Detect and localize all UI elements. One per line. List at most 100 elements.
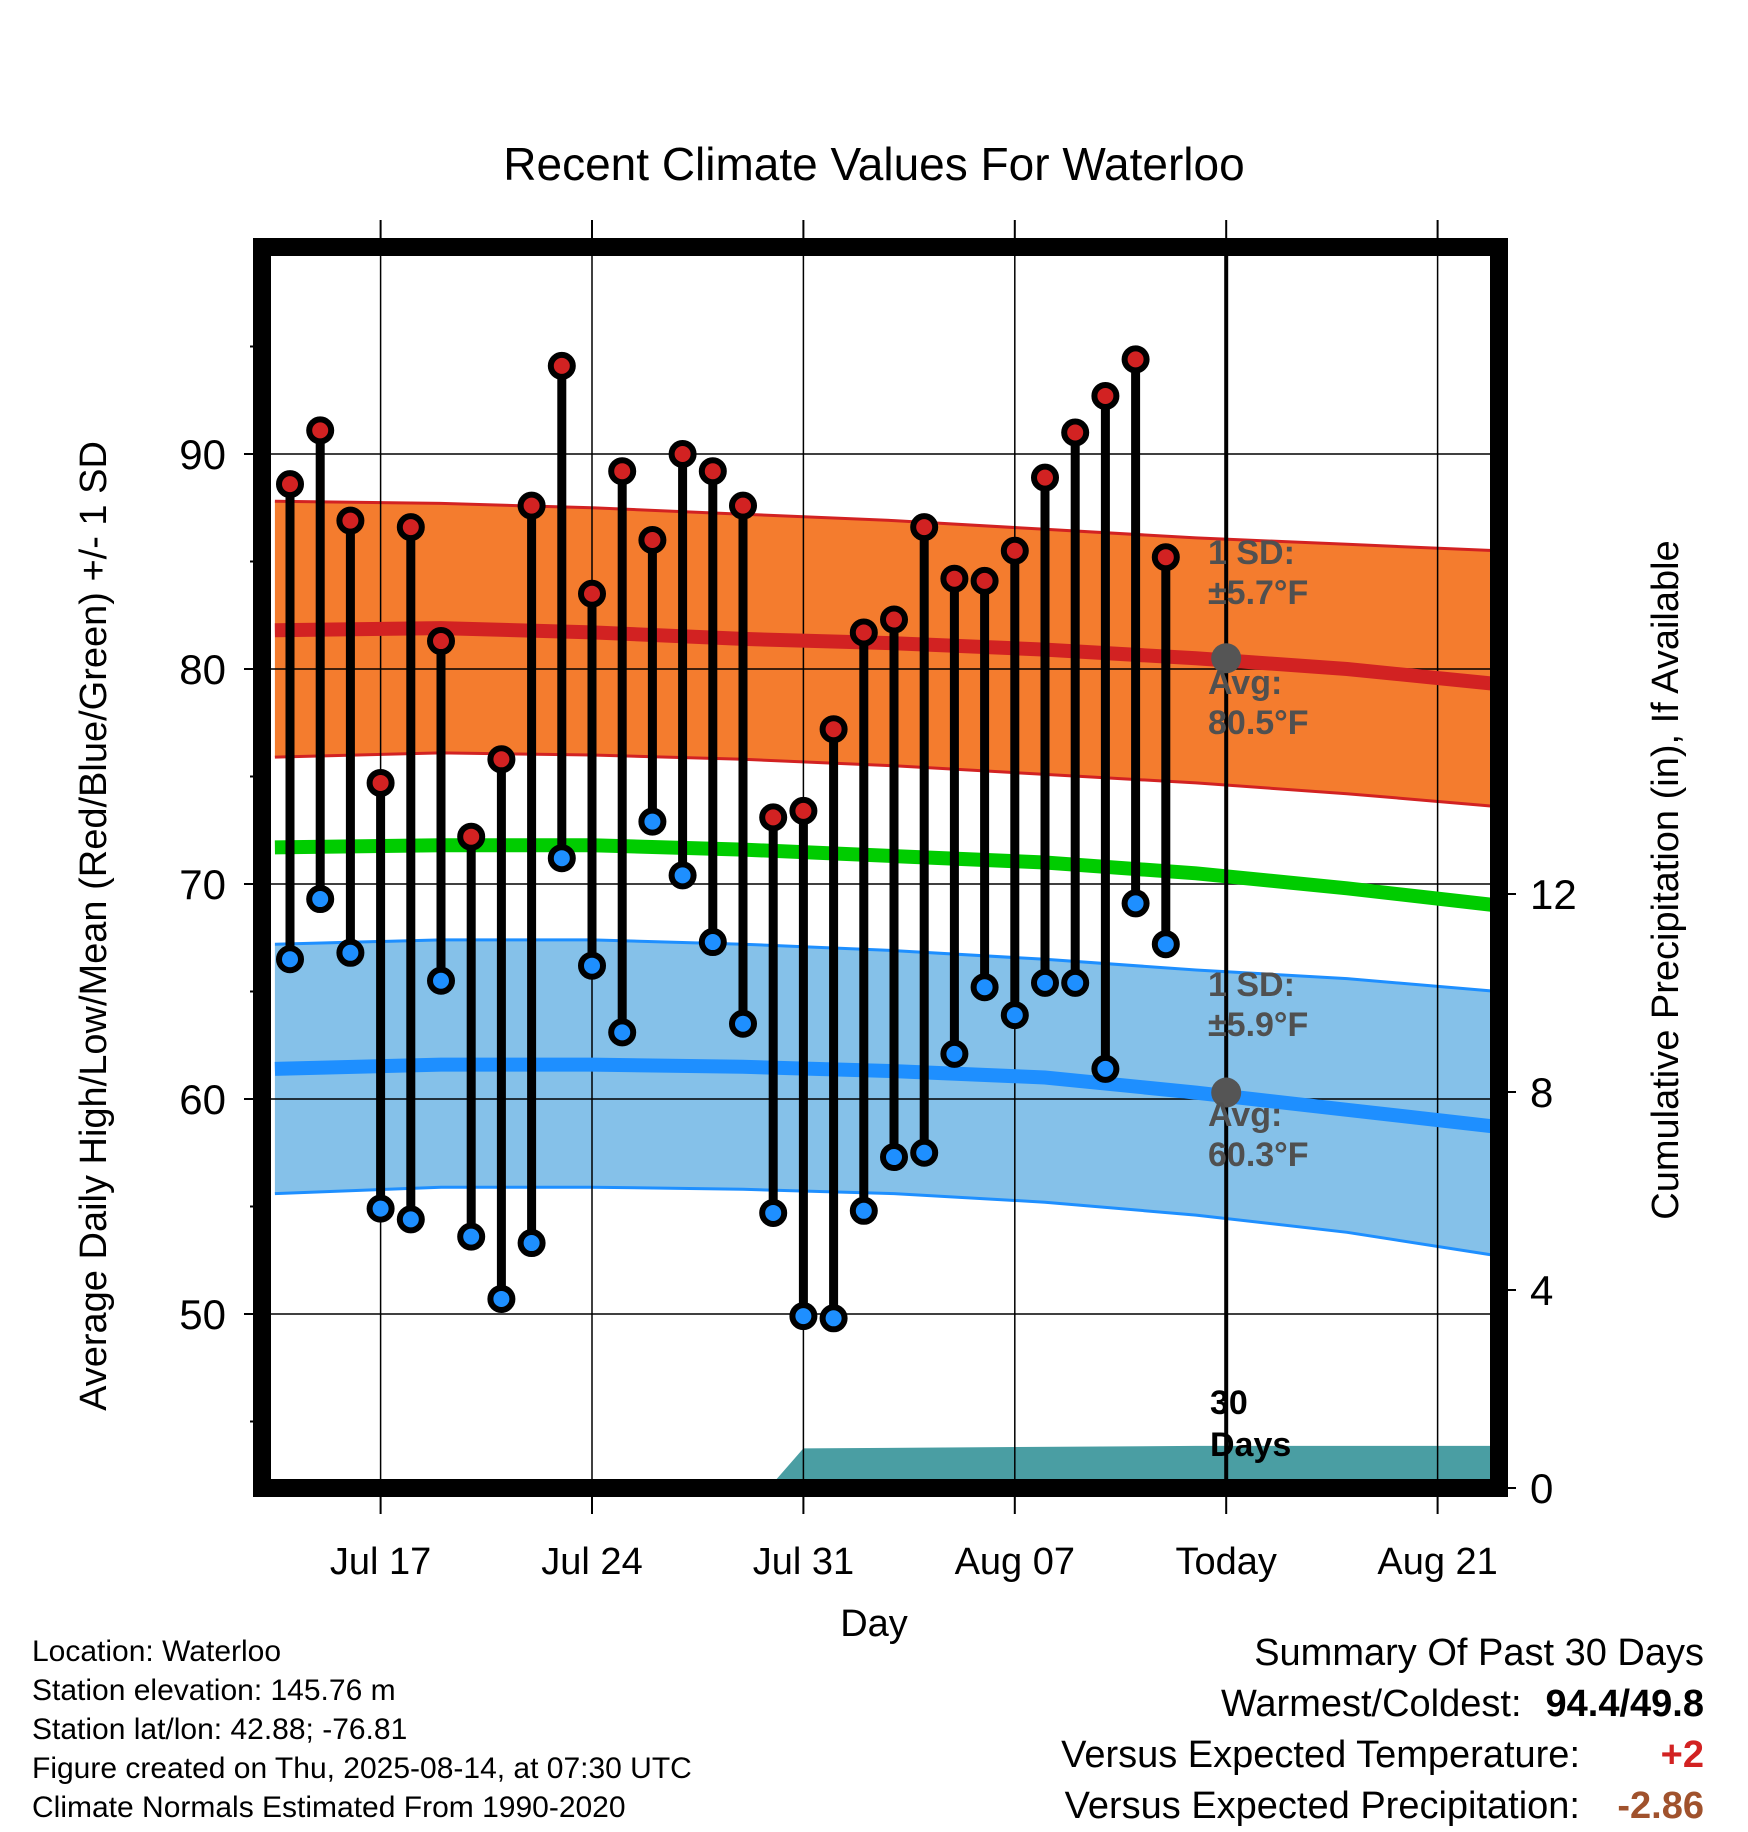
daily-low-point bbox=[457, 1222, 486, 1251]
low-sd-annotation: 1 SD: bbox=[1208, 966, 1295, 1004]
low-avg-marker bbox=[1211, 1077, 1242, 1108]
y-tick-label: 80 bbox=[179, 646, 226, 693]
warmest-coldest-label: Warmest/Coldest: bbox=[1220, 1683, 1522, 1725]
warmest-coldest-row: Warmest/Coldest: 94.4/49.8 bbox=[1061, 1679, 1704, 1730]
days-annotation: Days bbox=[1210, 1426, 1291, 1464]
y-tick-label: 90 bbox=[179, 431, 226, 478]
daily-low-point bbox=[427, 966, 455, 995]
daily-low-point bbox=[578, 951, 606, 980]
daily-low-point bbox=[336, 938, 365, 967]
x-tick-label: Aug 21 bbox=[1377, 1541, 1497, 1583]
daily-high-point bbox=[759, 803, 788, 832]
daily-low-point bbox=[849, 1196, 878, 1225]
y-axis-label: Average Daily High/Low/Mean (Red/Blue/Gr… bbox=[73, 441, 115, 1411]
high-avg-annotation: 80.5°F bbox=[1208, 704, 1309, 742]
summary-panel: Summary Of Past 30 Days Warmest/Coldest:… bbox=[1061, 1628, 1704, 1832]
high-sd-band bbox=[274, 501, 1498, 807]
daily-high-point bbox=[306, 416, 335, 445]
daily-low-point bbox=[608, 1018, 637, 1047]
daily-low-point bbox=[910, 1138, 939, 1167]
elevation-text: Station elevation: 145.76 m bbox=[32, 1674, 396, 1707]
x-tick-label: Today bbox=[1175, 1541, 1276, 1583]
precip-vs-expected-label: Versus Expected Precipitation: bbox=[1064, 1785, 1580, 1827]
low-sd-band bbox=[274, 939, 1498, 1256]
daily-high-point bbox=[517, 491, 546, 520]
daily-high-point bbox=[1061, 418, 1090, 447]
days-annotation: 30 bbox=[1210, 1384, 1248, 1422]
daily-low-point bbox=[1151, 930, 1180, 959]
daily-low-point bbox=[1000, 1001, 1029, 1030]
daily-high-point bbox=[608, 457, 637, 486]
daily-high-point bbox=[276, 470, 304, 499]
daily-high-point bbox=[970, 566, 999, 595]
y2-tick-label: 0 bbox=[1530, 1465, 1553, 1512]
daily-low-point bbox=[306, 885, 335, 914]
location-text: Location: Waterloo bbox=[32, 1635, 282, 1668]
daily-high-point bbox=[457, 822, 486, 851]
daily-high-point bbox=[819, 715, 848, 744]
created-text: Figure created on Thu, 2025-08-14, at 07… bbox=[32, 1752, 692, 1785]
temp-vs-expected-label: Versus Expected Temperature: bbox=[1061, 1734, 1580, 1776]
daily-low-point bbox=[517, 1229, 546, 1258]
chart-title: Recent Climate Values For Waterloo bbox=[503, 138, 1244, 190]
low-avg-annotation: 60.3°F bbox=[1208, 1136, 1309, 1174]
daily-low-point bbox=[880, 1143, 908, 1172]
x-axis-label: Day bbox=[840, 1603, 908, 1645]
normals-text: Climate Normals Estimated From 1990-2020 bbox=[32, 1791, 626, 1824]
temp-vs-expected-value: +2 bbox=[1660, 1734, 1704, 1776]
daily-high-point bbox=[1091, 381, 1120, 410]
daily-low-point bbox=[638, 807, 667, 836]
normal-mean-line bbox=[274, 838, 1499, 913]
daily-high-point bbox=[789, 796, 818, 825]
y-tick-label: 70 bbox=[179, 861, 226, 908]
precip-vs-expected-row: Versus Expected Precipitation: -2.86 bbox=[1061, 1781, 1704, 1832]
daily-low-point bbox=[1061, 968, 1090, 997]
daily-low-point bbox=[276, 945, 304, 974]
y-tick-label: 50 bbox=[179, 1291, 226, 1338]
daily-low-point bbox=[729, 1009, 757, 1038]
x-tick-label: Aug 07 bbox=[955, 1541, 1075, 1583]
low-sd-edge-line bbox=[274, 1185, 1499, 1258]
daily-low-point bbox=[396, 1205, 425, 1234]
daily-high-point bbox=[729, 491, 757, 520]
daily-high-point bbox=[578, 579, 606, 608]
low-avg-annotation: Avg: bbox=[1208, 1096, 1282, 1134]
latlon-text: Station lat/lon: 42.88; -76.81 bbox=[32, 1713, 408, 1746]
daily-high-point bbox=[396, 513, 425, 542]
x-tick-label: Jul 17 bbox=[330, 1541, 431, 1583]
daily-low-point bbox=[970, 973, 999, 1002]
daily-high-point bbox=[940, 564, 969, 593]
daily-high-point bbox=[427, 627, 455, 656]
daily-high-point bbox=[487, 745, 516, 774]
high-avg-annotation: Avg: bbox=[1208, 664, 1282, 702]
low-sd-annotation: ±5.9°F bbox=[1208, 1006, 1308, 1044]
high-avg-marker bbox=[1211, 643, 1242, 674]
precip-vs-expected-value: -2.86 bbox=[1617, 1785, 1704, 1827]
daily-high-point bbox=[366, 768, 395, 797]
daily-high-point bbox=[698, 457, 727, 486]
daily-low-point bbox=[487, 1284, 516, 1313]
daily-low-point bbox=[1121, 889, 1150, 918]
daily-low-point bbox=[1091, 1054, 1120, 1083]
daily-high-point bbox=[910, 513, 939, 542]
y-tick-label: 60 bbox=[179, 1076, 226, 1123]
daily-high-point bbox=[849, 618, 878, 647]
summary-heading: Summary Of Past 30 Days bbox=[1254, 1632, 1704, 1674]
daily-low-point bbox=[819, 1304, 848, 1333]
station-info: Location: Waterloo Station elevation: 14… bbox=[32, 1632, 692, 1827]
plot-frame bbox=[253, 238, 1508, 1497]
daily-low-point bbox=[547, 844, 576, 873]
high-sd-annotation: 1 SD: bbox=[1208, 534, 1295, 572]
daily-low-point bbox=[366, 1194, 395, 1223]
daily-high-point bbox=[668, 440, 697, 468]
daily-high-point bbox=[336, 506, 365, 535]
y2-axis-label: Cumulative Precipitation (in), If Availa… bbox=[1645, 540, 1687, 1219]
high-sd-annotation: ±5.7°F bbox=[1208, 574, 1308, 612]
daily-low-point bbox=[759, 1198, 788, 1227]
plot-area: 50 60 70 80 90 0 4 8 12 Jul 17 Jul 24 Jul 31 Aug 07 T… bbox=[179, 220, 1577, 1583]
daily-low-point bbox=[1031, 968, 1059, 997]
daily-high-point bbox=[1121, 345, 1150, 374]
daily-low-point bbox=[789, 1302, 818, 1331]
high-sd-edge-line bbox=[274, 499, 1499, 553]
